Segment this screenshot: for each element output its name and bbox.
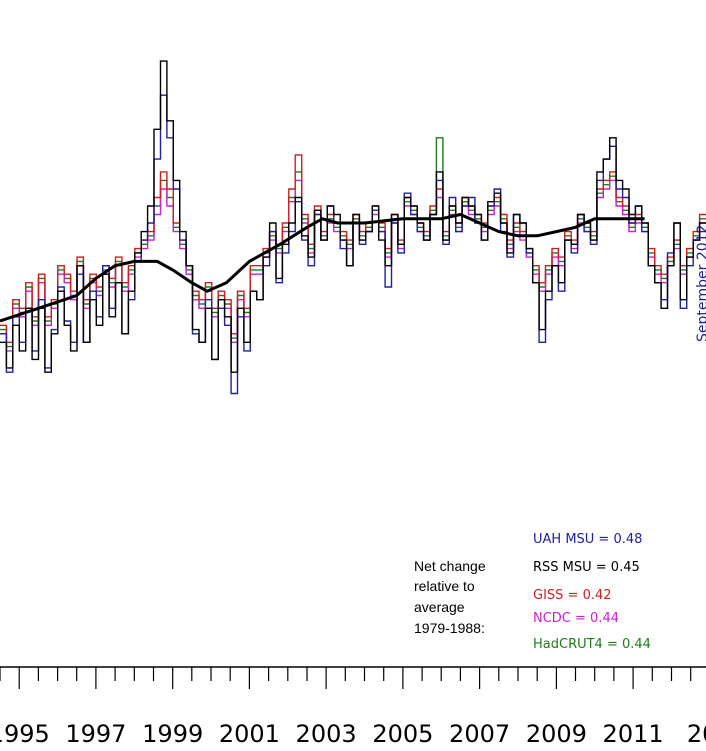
x-tick-label: 2007 [449, 720, 510, 748]
x-tick-label: 2001 [219, 720, 280, 748]
legend-rss: RSS MSU = 0.45 [533, 560, 640, 575]
x-tick-label: 2003 [296, 720, 357, 748]
x-tick-label: 2011 [603, 720, 664, 748]
note-line-1: Net change [414, 558, 486, 574]
x-tick-label: 2009 [526, 720, 587, 748]
net-change-note: Net change relative to average 1979-1988… [414, 558, 486, 636]
legend-uah: UAH MSU = 0.48 [533, 532, 642, 547]
legend: UAH MSU = 0.48 RSS MSU = 0.45 GISS = 0.4… [533, 532, 651, 652]
legend-giss: GISS = 0.42 [533, 588, 612, 603]
x-tick-label: 201 [687, 720, 706, 748]
x-tick-label: 1995 [0, 720, 50, 748]
note-line-4: 1979-1988: [414, 620, 485, 636]
legend-hadcrut4: HadCRUT4 = 0.44 [533, 637, 651, 652]
note-line-3: average [414, 599, 465, 615]
x-tick-labels: 1995 1997 1999 2001 2003 2005 2007 2009 2011 201 [0, 720, 706, 748]
x-tick-label: 1999 [142, 720, 203, 748]
series-layer [0, 60, 706, 395]
x-tick-label: 2005 [372, 720, 433, 748]
series-rss-msu [0, 60, 706, 373]
legend-ncdc: NCDC = 0.44 [533, 611, 619, 626]
x-tick-label: 1997 [65, 720, 126, 748]
series-running-mean [0, 212, 645, 323]
x-axis [0, 666, 706, 689]
date-annotation: September 2012 [695, 225, 706, 342]
note-line-2: relative to [414, 578, 475, 594]
